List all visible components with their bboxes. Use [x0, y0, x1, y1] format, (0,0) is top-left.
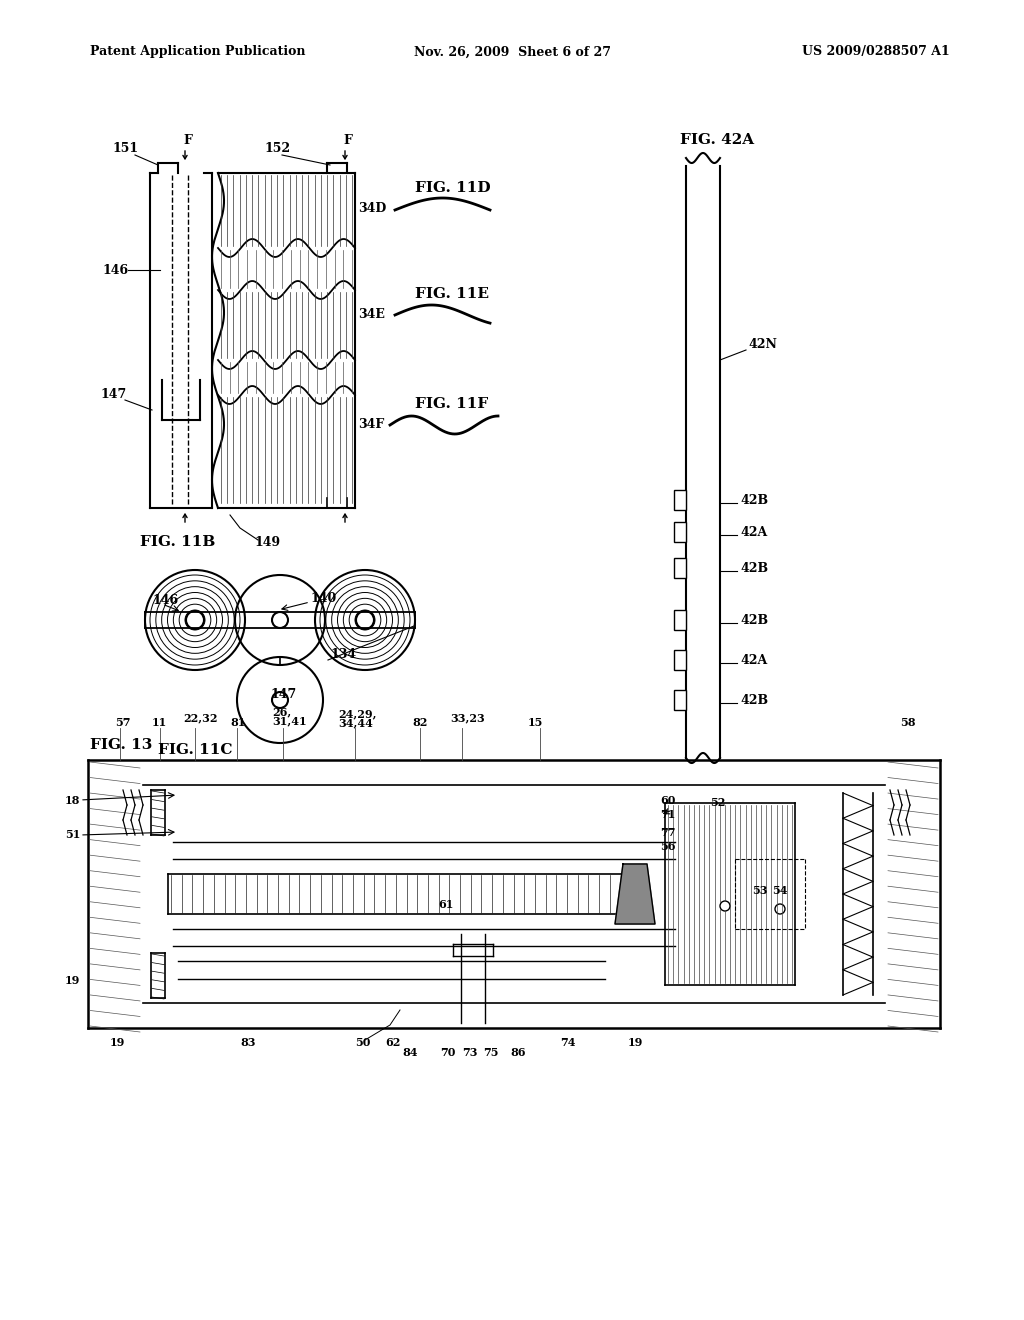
Text: 152: 152 — [265, 141, 291, 154]
Polygon shape — [615, 865, 655, 924]
Text: 34D: 34D — [358, 202, 386, 214]
Text: FIG. 11E: FIG. 11E — [415, 286, 489, 301]
Text: 34E: 34E — [358, 309, 385, 322]
Text: 42B: 42B — [740, 693, 768, 706]
Text: 34F: 34F — [358, 418, 384, 432]
Text: 42B: 42B — [740, 494, 768, 507]
Text: FIG. 11B: FIG. 11B — [140, 535, 215, 549]
Text: 26,: 26, — [272, 706, 291, 718]
Text: 146: 146 — [102, 264, 128, 276]
Text: 24,29,: 24,29, — [338, 709, 377, 719]
Text: 52: 52 — [710, 797, 725, 808]
Text: 57: 57 — [115, 717, 130, 727]
Text: 42B: 42B — [740, 561, 768, 574]
Text: 58: 58 — [900, 717, 915, 727]
Bar — [674, 521, 686, 543]
Text: 19: 19 — [65, 974, 80, 986]
Text: 51: 51 — [65, 829, 80, 841]
Text: 77: 77 — [660, 826, 676, 837]
Text: Patent Application Publication: Patent Application Publication — [90, 45, 305, 58]
Text: 34,44: 34,44 — [338, 718, 373, 729]
Text: 33,23: 33,23 — [450, 713, 484, 723]
Text: FIG. 11C: FIG. 11C — [158, 743, 232, 756]
Text: 18: 18 — [65, 795, 80, 805]
Text: 31,41: 31,41 — [272, 715, 306, 726]
Text: 84: 84 — [402, 1047, 418, 1057]
Text: 11: 11 — [152, 717, 167, 727]
Text: 86: 86 — [510, 1047, 525, 1057]
Text: 71: 71 — [660, 809, 676, 821]
Text: FIG. 13: FIG. 13 — [90, 738, 153, 752]
Text: 62: 62 — [385, 1036, 400, 1048]
Text: 147: 147 — [100, 388, 126, 401]
Text: 147: 147 — [270, 689, 296, 701]
Text: US 2009/0288507 A1: US 2009/0288507 A1 — [802, 45, 950, 58]
Text: 50: 50 — [355, 1036, 371, 1048]
Text: 15: 15 — [528, 717, 544, 727]
Text: 22,32: 22,32 — [183, 713, 217, 723]
Text: 56: 56 — [660, 842, 676, 853]
Text: 75: 75 — [483, 1047, 499, 1057]
Text: 42A: 42A — [740, 653, 767, 667]
Bar — [674, 690, 686, 710]
Text: 60: 60 — [660, 795, 676, 805]
Bar — [674, 558, 686, 578]
Text: 53: 53 — [752, 884, 768, 895]
Bar — [674, 610, 686, 630]
Text: 140: 140 — [310, 591, 336, 605]
Text: 54: 54 — [772, 884, 787, 895]
Text: 134: 134 — [330, 648, 356, 661]
Text: Nov. 26, 2009  Sheet 6 of 27: Nov. 26, 2009 Sheet 6 of 27 — [414, 45, 610, 58]
Text: 149: 149 — [255, 536, 282, 549]
Text: 146: 146 — [152, 594, 178, 606]
Text: FIG. 42A: FIG. 42A — [680, 133, 754, 147]
Bar — [674, 649, 686, 671]
Text: 42B: 42B — [740, 614, 768, 627]
Text: 19: 19 — [110, 1036, 125, 1048]
Bar — [674, 490, 686, 510]
Text: FIG. 11F: FIG. 11F — [415, 397, 488, 411]
Text: 151: 151 — [113, 141, 139, 154]
Text: 42N: 42N — [748, 338, 777, 351]
Text: 82: 82 — [412, 717, 427, 727]
Text: 83: 83 — [240, 1036, 256, 1048]
Text: F: F — [344, 133, 352, 147]
Text: 81: 81 — [230, 717, 246, 727]
Text: 74: 74 — [560, 1036, 575, 1048]
Text: F: F — [183, 133, 193, 147]
Text: 19: 19 — [628, 1036, 643, 1048]
Text: 70: 70 — [440, 1047, 456, 1057]
Text: FIG. 11D: FIG. 11D — [415, 181, 490, 195]
Text: 61: 61 — [438, 899, 454, 911]
Text: 73: 73 — [462, 1047, 477, 1057]
Text: 42A: 42A — [740, 525, 767, 539]
Circle shape — [720, 902, 730, 911]
